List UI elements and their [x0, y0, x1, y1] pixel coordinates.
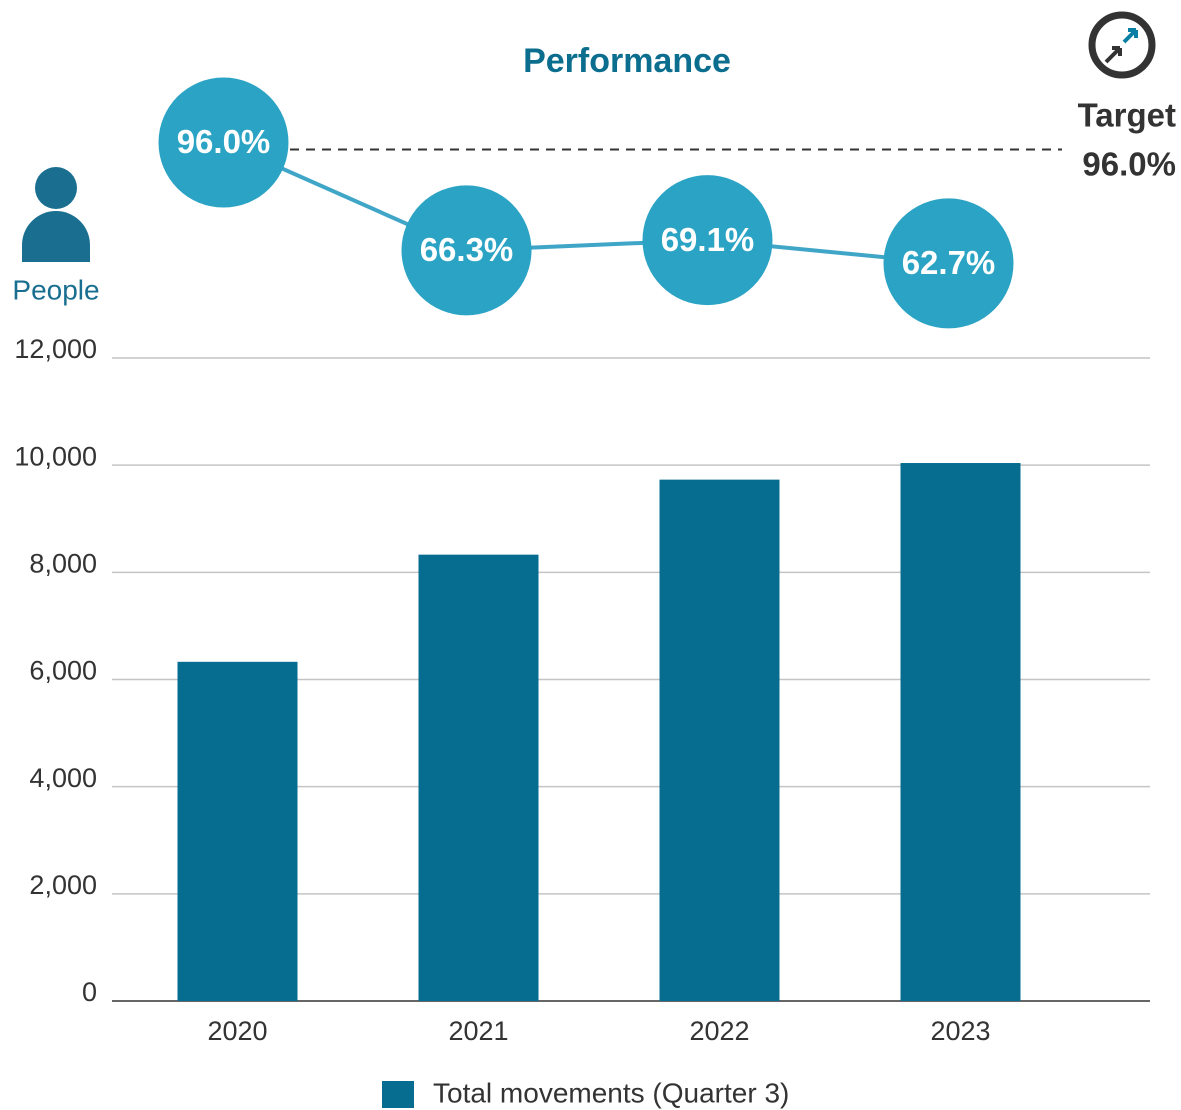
x-tick-label: 2021: [448, 1016, 508, 1046]
legend-swatch: [382, 1081, 414, 1108]
y-tick-label: 6,000: [29, 656, 97, 686]
data-label: 66.3%: [420, 231, 514, 268]
icon-arrow: [1122, 28, 1138, 44]
data-label: 96.0%: [177, 123, 271, 160]
performance-bubble: [642, 175, 773, 306]
bar: [900, 463, 1021, 1002]
target-label: Target: [1078, 97, 1176, 134]
data-label: 62.7%: [902, 244, 996, 281]
x-tick-label: 2023: [930, 1016, 990, 1046]
data-label: 69.1%: [661, 221, 755, 258]
y-tick-label: 8,000: [29, 548, 97, 578]
target-value: 96.0%: [1082, 146, 1176, 183]
performance-line: [222, 140, 949, 266]
performance-bubble: [883, 198, 1014, 329]
performance-bubble: [158, 77, 289, 208]
people-icon: [22, 167, 90, 262]
icon-head: [35, 167, 77, 209]
legend-label: Total movements (Quarter 3): [433, 1077, 789, 1108]
icon-body: [22, 211, 90, 262]
y-tick-label: 10,000: [14, 441, 97, 471]
y-tick-label: 0: [82, 977, 97, 1007]
target-icon: [1088, 11, 1156, 79]
bar: [659, 479, 780, 1001]
icon-ring: [1088, 11, 1156, 79]
bar: [418, 554, 539, 1001]
y-tick-label: 12,000: [14, 334, 97, 364]
y-axis-label: People: [12, 274, 99, 305]
x-tick-label: 2022: [689, 1016, 749, 1046]
icon-arrow: [1104, 46, 1122, 64]
performance-bubble: [401, 185, 532, 316]
y-tick-label: 2,000: [29, 870, 97, 900]
x-tick-label: 2020: [207, 1016, 267, 1046]
y-tick-label: 4,000: [29, 763, 97, 793]
bar: [177, 661, 298, 1001]
chart-title: Performance: [523, 42, 731, 80]
